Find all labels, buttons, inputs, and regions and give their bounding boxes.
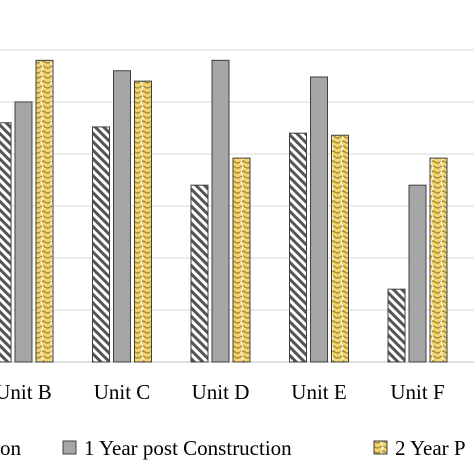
bar-unit-d-series-1 [190,184,209,363]
bar-unit-e-series-2 [310,76,328,363]
x-axis: Unit B Unit C Unit D Unit E Unit F [0,380,445,404]
bar-unit-f-series-1 [387,288,406,363]
bar-unit-f-series-3 [429,157,448,363]
bar-unit-e-series-1 [289,132,307,363]
bar-unit-e-series-3 [331,134,349,363]
x-tick-label: Unit C [94,380,151,404]
x-tick-label: Unit E [291,380,346,404]
bar-unit-d-series-2 [211,59,230,363]
legend-label: 1 Year post Construction [84,436,292,460]
x-tick-label: Unit F [390,380,444,404]
legend-item: on [0,436,22,460]
legend: on 1 Year post Construction 2 Year P [0,436,466,460]
x-tick-label: Unit B [0,380,52,404]
legend-swatch [373,440,388,455]
bar-unit-b-series-1 [0,122,12,363]
bar-unit-c-series-3 [134,80,152,363]
bar-unit-c-series-1 [92,126,110,363]
bar-unit-d-series-3 [232,157,251,363]
bar-unit-c-series-2 [113,70,131,363]
x-tick-label: Unit D [192,380,250,404]
bar-unit-b-series-2 [14,101,33,363]
legend-swatch [62,440,77,455]
legend-item: 2 Year P [373,436,466,460]
legend-label: on [0,436,22,460]
bars [0,59,448,363]
bar-unit-f-series-2 [408,184,427,363]
bar-unit-b-series-3 [35,59,54,363]
legend-label: 2 Year P [395,436,466,460]
legend-item: 1 Year post Construction [62,436,292,460]
